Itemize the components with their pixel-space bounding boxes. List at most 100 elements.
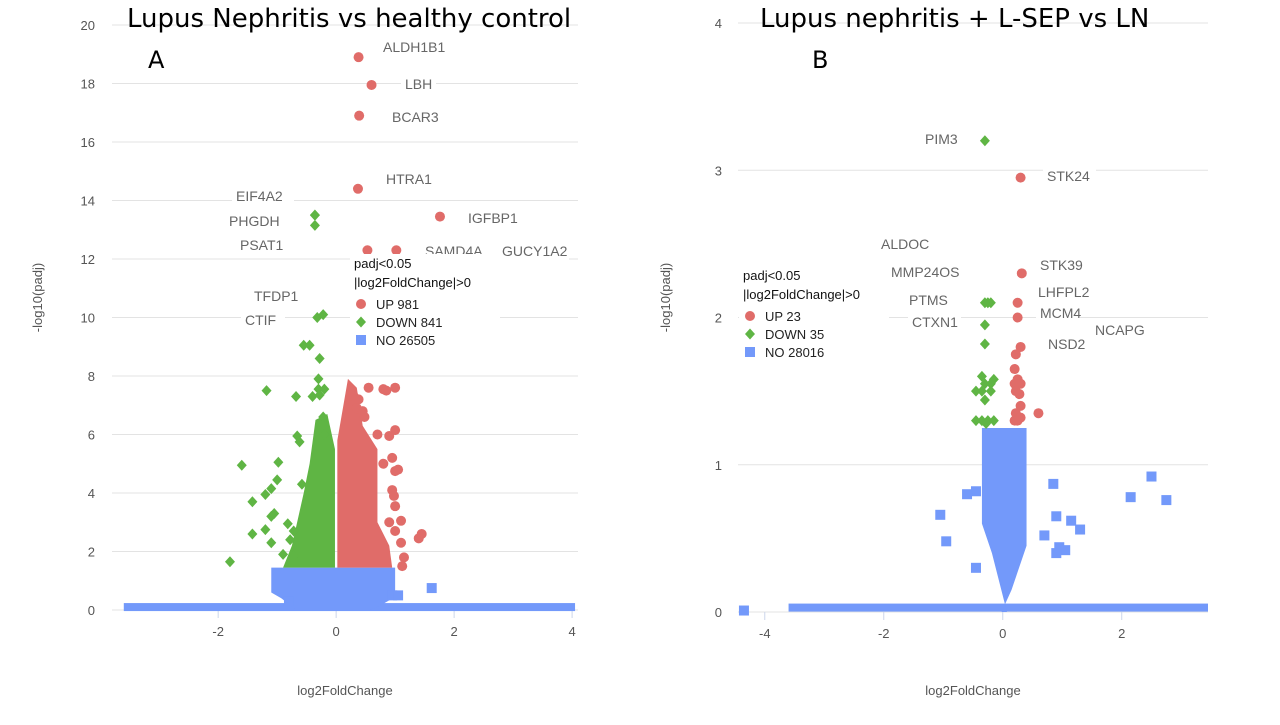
y-tick-label: 0 [715,605,722,620]
down-point [288,525,299,537]
up-point [1012,415,1023,426]
legend-marker-no [356,335,366,345]
gene-label-gucy1a2: GUCY1A2 [502,243,568,259]
gene-point-pim3 [979,135,990,147]
gene-label-mcm4: MCM4 [1040,305,1081,321]
up-point [359,411,370,422]
gene-label-bg [1036,256,1089,274]
no-point [1075,524,1086,535]
legend-marker-no [745,347,755,357]
y-tick-label: 10 [81,311,95,326]
no-point [283,596,294,607]
up-point [397,561,408,572]
down-point [970,415,981,427]
down-point [247,496,258,508]
gene-label-stk39: STK39 [1040,257,1083,273]
gene-point-stk24 [1015,172,1026,183]
gene-point-ctxn1 [979,319,990,331]
gene-label-bg [1091,321,1144,339]
gene-point-samd4a [362,245,373,256]
gene-label-pim3: PIM3 [925,131,958,147]
gene-label-psat1: PSAT1 [240,237,284,253]
legend-background [350,254,500,354]
up-point [381,385,392,396]
up-point [388,490,399,501]
legend-background [739,266,889,366]
down-point [266,537,277,549]
no-point [1051,548,1062,559]
down-point [979,394,990,406]
legend-marker-up [356,299,366,309]
up-point [372,429,383,440]
chart-title-a: Lupus Nephritis vs healthy control [127,4,572,34]
legend-title-line1: padj<0.05 [743,268,800,283]
down-point [985,385,996,397]
up-point [393,464,404,475]
chart-title-b: Lupus nephritis + L-SEP vs LN [760,4,1150,34]
gene-point-lhfpl2 [1012,297,1023,308]
up-point [353,394,364,405]
up-point [1014,389,1025,400]
up-point [378,458,389,469]
gene-label-phgdh: PHGDH [229,213,280,229]
down-point [314,389,325,401]
gene-label-bg [225,212,278,230]
gene-point-phgdh [309,219,320,231]
no-point [1066,515,1077,526]
gene-label-bg [908,313,961,331]
gene-label-mmp24os: MMP24OS [891,264,959,280]
gene-point-bcar3 [354,110,365,121]
down-point [224,556,235,568]
gene-label-lbh: LBH [405,76,432,92]
volcano-plot-a: 0 2 4 6 8 10 12 14 16 18 20 -2 0 2 4 log2FoldChange -log… [0,0,640,720]
no-point [1146,471,1157,482]
down-point [278,548,289,560]
gene-label-htra1: HTRA1 [386,171,432,187]
down-point [260,488,271,500]
gene-label-bg [250,287,303,305]
y-tick-label: 8 [88,369,95,384]
gene-label-bg [241,311,285,329]
gene-label-bg [388,108,441,126]
down-point [272,474,283,486]
y-tick-label: 2 [88,545,95,560]
no-point [1060,545,1071,556]
x-tick-label: -2 [212,624,224,639]
down-point [988,415,999,427]
legend-marker-down [745,328,755,340]
gene-label-ctxn1: CTXN1 [912,314,958,330]
down-point [291,390,302,402]
gene-point-psat1 [309,209,320,221]
gene-point-ncapg [1015,341,1026,352]
legend-title-line2: |log2FoldChange|>0 [354,275,471,290]
up-point [1033,408,1044,419]
gene-label-ncapg: NCAPG [1095,322,1145,338]
legend-title-line1: padj<0.05 [354,256,411,271]
gene-label-bg [1036,304,1080,322]
gene-label-eif4a2: EIF4A2 [236,188,283,204]
gene-point-lbh [366,79,377,90]
down-point [296,478,307,490]
down-point [236,459,247,471]
down-point [269,507,280,519]
y-tick-label: 6 [88,428,95,443]
no-point [426,583,437,594]
legend-entry-no: NO 28016 [765,345,824,360]
up-point [1015,378,1026,389]
up-point [390,501,401,512]
no-point [970,562,981,573]
down-point [313,373,324,385]
down-point [282,518,293,530]
gene-point-aldh1b1 [353,52,364,63]
y-tick-label: 4 [88,486,95,501]
up-point [387,452,398,463]
gene-label-bg [382,170,435,188]
down-point [261,385,272,397]
y-tick-label: 1 [715,458,722,473]
y-tick-label: 4 [715,16,722,31]
y-tick-label: 18 [81,77,95,92]
up-point [398,552,409,563]
up-point [1009,364,1020,375]
no-cluster [981,427,1027,612]
gene-label-aldh1b1: ALDH1B1 [383,39,445,55]
